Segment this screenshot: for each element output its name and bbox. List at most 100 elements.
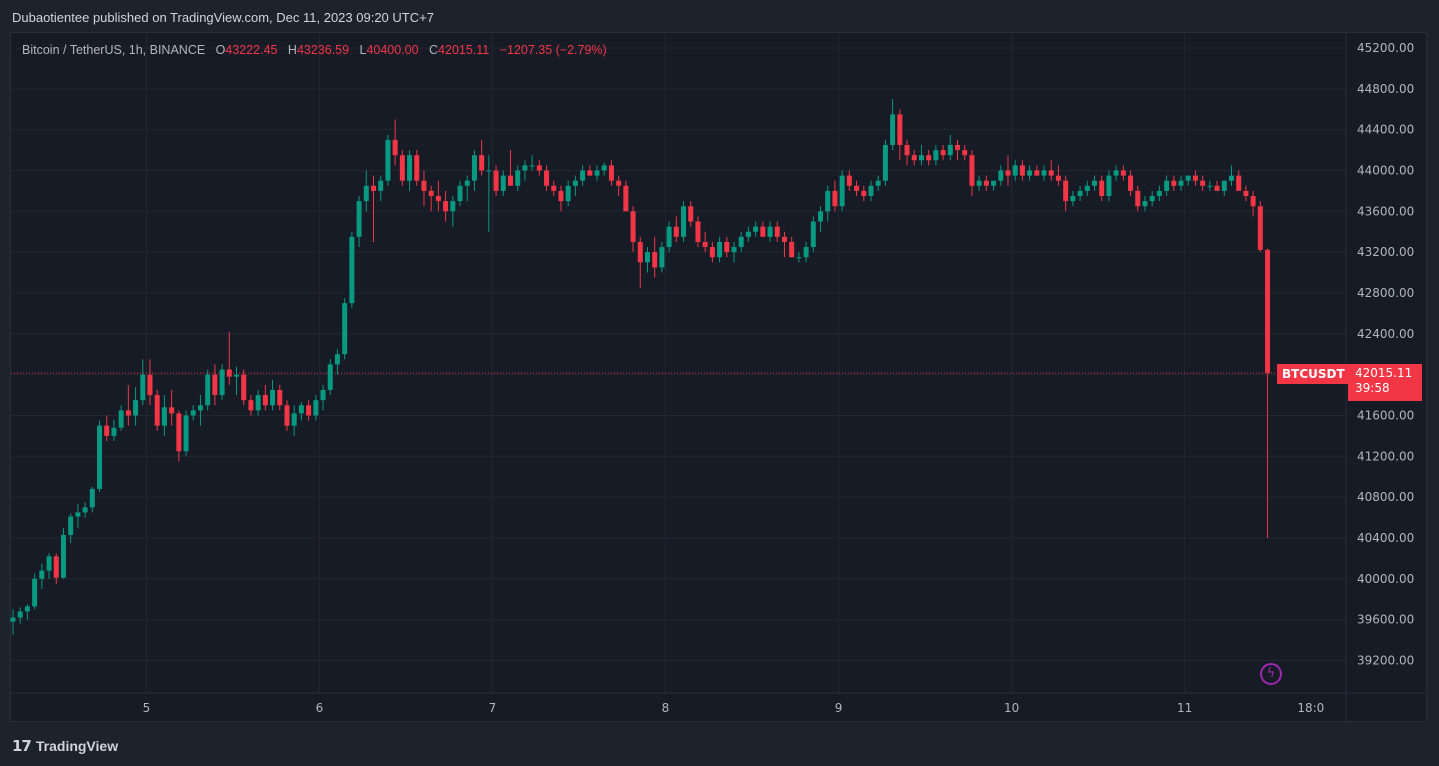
- candle-body: [868, 185, 874, 197]
- candle-body: [183, 415, 189, 452]
- candle-body: [904, 144, 910, 156]
- candle-body: [1120, 170, 1126, 176]
- candle-body: [140, 374, 146, 401]
- legend-high-value: 43236.59: [296, 43, 350, 57]
- candle-body: [32, 578, 38, 607]
- legend-symbol[interactable]: Bitcoin / TetherUS, 1h, BINANCE: [22, 43, 206, 57]
- candle-body: [270, 389, 276, 406]
- candle-body: [1099, 180, 1105, 197]
- candle-body: [652, 252, 658, 268]
- candle-body: [803, 247, 809, 258]
- legend-open-label: O: [215, 43, 226, 57]
- candle-body: [616, 180, 622, 186]
- candle-body: [839, 175, 845, 207]
- candle-body: [378, 180, 384, 191]
- candle-body: [493, 170, 499, 191]
- candle-body: [1236, 175, 1242, 191]
- candle-body: [846, 175, 852, 186]
- candle-body: [522, 165, 528, 171]
- time-tick-label: 11: [1177, 701, 1192, 715]
- candle-body: [544, 170, 550, 186]
- candle-body: [89, 488, 95, 508]
- candle-body: [940, 150, 946, 156]
- candle-body: [1228, 175, 1234, 181]
- candle-body: [745, 231, 751, 237]
- candle-body: [248, 400, 254, 411]
- candle-body: [515, 170, 521, 186]
- candle-body: [688, 206, 694, 222]
- legend-close-value: 42015.11: [438, 43, 490, 57]
- candle-body: [789, 241, 795, 258]
- candle-body: [717, 241, 723, 258]
- candle-body: [1149, 196, 1155, 202]
- candle-body: [969, 155, 975, 186]
- footer-branding[interactable]: 17 TradingView: [12, 737, 118, 755]
- candle-body: [832, 190, 838, 207]
- candle-body: [724, 241, 730, 253]
- tradingview-logo-icon: 17: [12, 737, 32, 755]
- candle-body: [738, 236, 744, 248]
- candle-body: [68, 516, 74, 535]
- price-tick-label: 43200.00: [1357, 245, 1414, 259]
- time-tick-label: 7: [489, 701, 497, 715]
- candle-body: [608, 165, 614, 181]
- candle-body: [457, 185, 463, 202]
- lightning-icon[interactable]: ϟ: [1260, 663, 1282, 685]
- candle-body: [1214, 185, 1220, 191]
- candle-body: [1041, 170, 1047, 176]
- candle-body: [464, 180, 470, 186]
- candle-body: [197, 405, 203, 411]
- price-tick-label: 39600.00: [1357, 613, 1414, 627]
- candle-body: [731, 247, 737, 253]
- candle-body: [104, 425, 110, 436]
- ohlc-legend: Bitcoin / TetherUS, 1h, BINANCE O43222.4…: [22, 43, 607, 57]
- candle-body: [601, 165, 607, 171]
- candle-body: [421, 180, 427, 191]
- candle-body: [1178, 180, 1184, 186]
- candle-body: [53, 556, 59, 578]
- candle-body: [962, 150, 968, 156]
- candle-body: [933, 150, 939, 161]
- candle-body: [219, 369, 225, 396]
- candle-body: [1048, 170, 1054, 176]
- candle-body: [97, 425, 103, 489]
- candle-body: [407, 155, 413, 181]
- candle-body: [277, 389, 283, 406]
- candle-body: [702, 241, 708, 248]
- candle-body: [1142, 201, 1148, 207]
- candle-body: [1200, 180, 1206, 186]
- candle-body: [1034, 170, 1040, 176]
- candle-body: [911, 155, 917, 161]
- candle-body: [205, 374, 211, 406]
- candle-body: [82, 507, 88, 513]
- legend-low-value: 40400.00: [366, 43, 419, 57]
- candle-body: [363, 185, 369, 202]
- candle-body: [1113, 170, 1119, 176]
- candle-body: [955, 144, 961, 151]
- candle-body: [947, 144, 953, 156]
- candle-body: [1084, 185, 1090, 191]
- candle-body: [313, 400, 319, 416]
- price-tick-label: 41600.00: [1357, 408, 1414, 422]
- candle-body: [774, 226, 780, 237]
- candle-body: [435, 196, 441, 202]
- candle-body: [882, 144, 888, 181]
- candle-body: [118, 410, 124, 428]
- candle-body: [414, 155, 420, 181]
- candle-body: [825, 190, 831, 212]
- price-tick-label: 40000.00: [1357, 572, 1414, 586]
- candle-body: [1005, 170, 1011, 176]
- candle-body: [486, 170, 492, 172]
- time-tick-label: 10: [1004, 701, 1019, 715]
- candle-body: [371, 185, 376, 191]
- candle-body: [760, 226, 766, 237]
- last-price-value: 42015.11: [1355, 366, 1413, 380]
- candle-body: [161, 407, 167, 426]
- price-tick-label: 43600.00: [1357, 204, 1414, 218]
- candle-body: [443, 201, 449, 212]
- candle-body: [507, 175, 513, 186]
- candle-body: [1070, 196, 1076, 202]
- candle-body: [154, 395, 160, 426]
- candle-body: [529, 165, 535, 167]
